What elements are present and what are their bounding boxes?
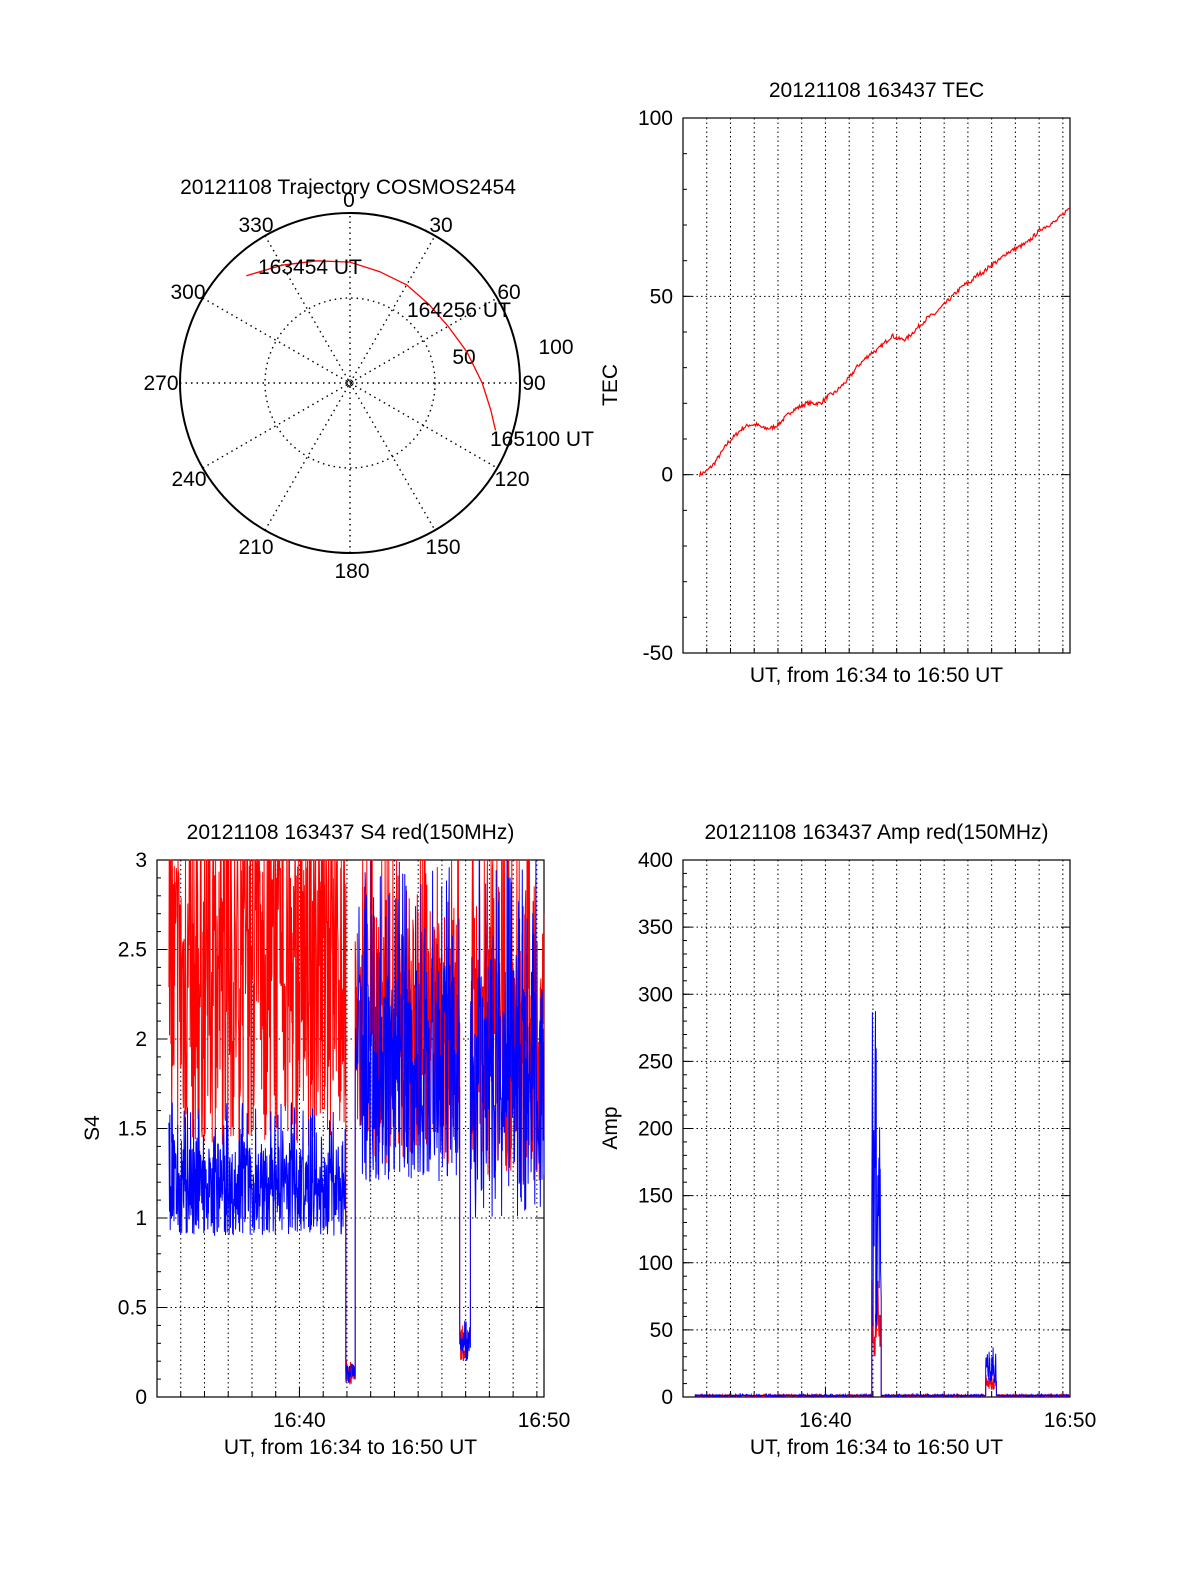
amp-ytick-label: 400	[638, 849, 673, 872]
tec-ytick-label: 100	[638, 107, 673, 130]
amp-ytick-label: 0	[661, 1386, 673, 1409]
s4-series-red	[168, 859, 545, 1385]
amp-series-blue	[694, 1011, 1071, 1399]
amp-ytick-label: 250	[638, 1050, 673, 1073]
azimuth-label-90: 90	[522, 372, 545, 395]
amp-title: 20121108 163437 Amp red(150MHz)	[704, 821, 1048, 844]
azimuth-label-180: 180	[334, 560, 369, 583]
s4-xtick-label: 16:50	[518, 1409, 571, 1432]
amp-xlabel: UT, from 16:34 to 16:50 UT	[750, 1436, 1003, 1459]
time-label-end: 165100 UT	[490, 428, 594, 451]
trajectory-title: 20121108 Trajectory COSMOS2454	[180, 176, 516, 199]
time-label-start: 163454 UT	[258, 256, 362, 279]
azimuth-label-270: 270	[143, 372, 178, 395]
azimuth-label-60: 60	[497, 281, 520, 304]
tec-ytick-label: 0	[661, 464, 673, 487]
s4-ytick-label: 0	[135, 1386, 147, 1409]
azimuth-label-150: 150	[425, 536, 460, 559]
amp-chart: 20121108 163437 Amp red(150MHz) 400 350 300…	[599, 821, 1096, 1459]
amp-ytick-label: 300	[638, 983, 673, 1006]
s4-title: 20121108 163437 S4 red(150MHz)	[187, 821, 515, 844]
tec-ylabel: TEC	[599, 364, 622, 406]
azimuth-label-30: 30	[429, 214, 452, 237]
amp-ytick-label: 200	[638, 1118, 673, 1141]
time-label-mid: 164256 UT	[407, 299, 511, 322]
s4-ytick-label: 2.5	[118, 939, 147, 962]
amp-xtick-label: 16:40	[799, 1409, 852, 1432]
azimuth-label-120: 120	[494, 468, 529, 491]
azimuth-label-240: 240	[171, 468, 206, 491]
amp-ytick-label: 350	[638, 916, 673, 939]
amp-ytick-label: 50	[650, 1319, 673, 1342]
tec-xlabel: UT, from 16:34 to 16:50 UT	[750, 664, 1003, 687]
s4-xtick-label: 16:40	[273, 1409, 326, 1432]
amp-xtick-label: 16:50	[1044, 1409, 1097, 1432]
s4-ytick-label: 3	[135, 849, 147, 872]
s4-chart: 20121108 163437 S4 red(150MHz) 3 2.5 2 1.5 1 0…	[81, 821, 570, 1459]
polar-center	[346, 379, 354, 387]
tec-chart: 20121108 163437 TEC 100 50 0 -50 UT, from 16:…	[599, 79, 1071, 687]
s4-xlabel: UT, from 16:34 to 16:50 UT	[224, 1436, 477, 1459]
amp-plot-frame	[682, 859, 1071, 1398]
azimuth-label-300: 300	[170, 281, 205, 304]
polar-inner-circle	[264, 297, 436, 469]
tec-ytick-label: -50	[643, 642, 673, 665]
s4-series-blue	[168, 859, 545, 1383]
s4-ylabel: S4	[81, 1115, 104, 1141]
azimuth-label-210: 210	[238, 536, 273, 559]
s4-ytick-label: 0.5	[118, 1297, 147, 1320]
s4-ytick-label: 1.5	[118, 1118, 147, 1141]
radial-label-100: 100	[538, 336, 573, 359]
s4-ytick-label: 1	[135, 1207, 147, 1230]
tec-plot-frame	[682, 117, 1071, 654]
tec-series-line	[699, 206, 1071, 477]
radial-label-50: 50	[452, 346, 475, 369]
tec-title: 20121108 163437 TEC	[769, 79, 984, 102]
trajectory-track	[246, 260, 497, 431]
tec-ytick-label: 50	[650, 285, 673, 308]
amp-ytick-label: 150	[638, 1185, 673, 1208]
azimuth-label-0: 0	[343, 189, 355, 212]
amp-ylabel: Amp	[599, 1106, 622, 1149]
azimuth-label-330: 330	[238, 214, 273, 237]
s4-ytick-label: 2	[135, 1028, 147, 1051]
amp-series-red	[694, 1280, 1071, 1399]
amp-ytick-label: 100	[638, 1252, 673, 1275]
